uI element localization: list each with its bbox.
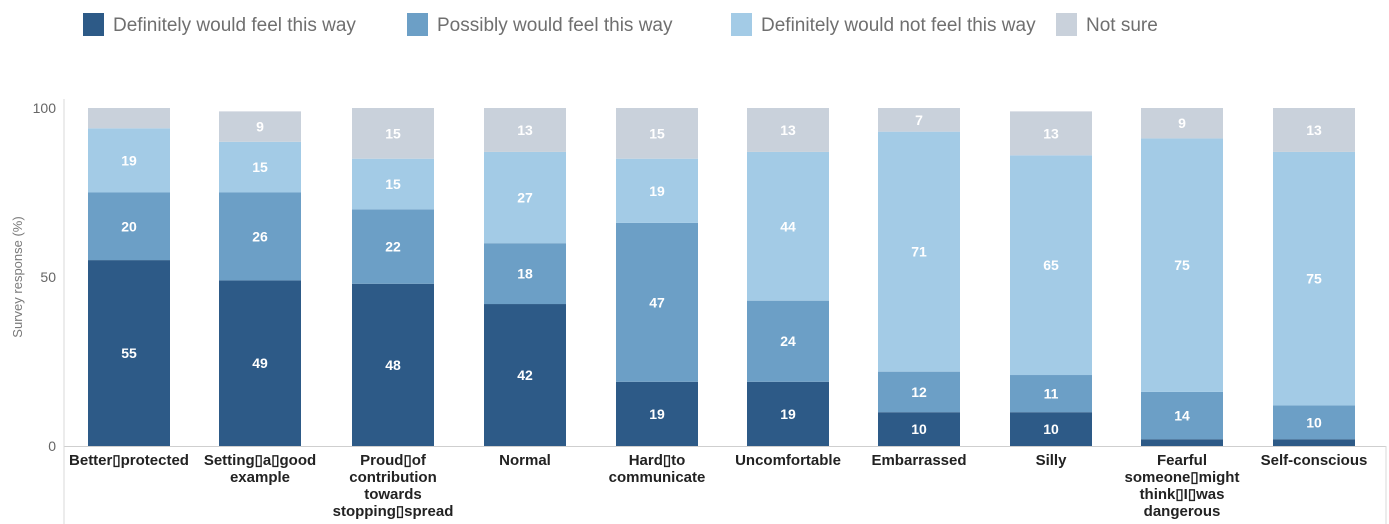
x-tick-label: Uncomfortable — [735, 452, 841, 469]
data-label: 48 — [385, 357, 401, 373]
data-label: 15 — [385, 176, 401, 192]
x-tick-label: Self-conscious — [1261, 452, 1368, 469]
x-tick-label-line: contribution — [349, 469, 436, 486]
data-label: 19 — [121, 152, 137, 168]
x-tick-label: Normal — [499, 452, 551, 469]
bar-group: 10 11 65 13 — [1010, 111, 1092, 446]
data-label: 19 — [780, 406, 796, 422]
data-label: 12 — [911, 384, 927, 400]
legend-label: Not sure — [1086, 15, 1158, 36]
bar-group: 19 47 19 15 — [616, 108, 698, 446]
x-tick-label: Hard▯to communicate — [609, 452, 706, 486]
x-tick-label-line: example — [230, 469, 290, 486]
x-tick-label-line: Silly — [1036, 452, 1068, 469]
data-label: 55 — [121, 345, 137, 361]
y-axis-label: Survey response (%) — [10, 216, 25, 337]
bar-group: 19 24 44 13 — [747, 108, 829, 446]
bar-group: 14 75 9 — [1141, 108, 1223, 446]
bar-segment — [1273, 439, 1355, 446]
data-label: 75 — [1174, 257, 1190, 273]
data-label: 13 — [1043, 125, 1059, 141]
legend: Definitely would feel this way Possibly w… — [83, 13, 1158, 36]
x-tick-label-line: Embarrassed — [871, 452, 966, 469]
data-label: 11 — [1044, 386, 1059, 402]
data-label: 10 — [1306, 414, 1322, 430]
y-axis: 0 50 100 Survey response (%) — [10, 99, 64, 454]
data-label: 15 — [385, 125, 401, 141]
x-tick-label: Setting▯a▯good example — [204, 452, 316, 486]
legend-label: Possibly would feel this way — [437, 15, 673, 36]
y-tick-label: 100 — [33, 100, 57, 116]
x-tick-label: Silly — [1036, 452, 1068, 469]
data-label: 49 — [252, 355, 268, 371]
x-tick-label-line: communicate — [609, 469, 706, 486]
data-label: 9 — [1178, 115, 1186, 131]
data-label: 10 — [1043, 421, 1059, 437]
data-label: 42 — [517, 367, 533, 383]
bars: 55 20 19 49 26 15 9 48 22 15 15 42 18 27 13 19 47 19 15 19 2… — [88, 108, 1355, 446]
bar-group: 42 18 27 13 — [484, 108, 566, 446]
legend-swatch — [731, 13, 752, 36]
data-label: 14 — [1174, 408, 1190, 424]
x-tick-label: Better▯protected — [69, 452, 189, 469]
x-tick-label-line: think▯I▯was — [1140, 486, 1225, 503]
x-tick-label-line: someone▯might — [1125, 469, 1240, 486]
data-label: 19 — [649, 183, 665, 199]
y-tick-label: 0 — [48, 438, 56, 454]
legend-label: Definitely would not feel this way — [761, 15, 1036, 36]
x-tick-label-line: Fearful — [1157, 452, 1207, 469]
legend-label: Definitely would feel this way — [113, 15, 356, 36]
data-label: 10 — [911, 421, 927, 437]
x-axis: Better▯protected Setting▯a▯good example Pro… — [64, 446, 1386, 524]
data-label: 13 — [1306, 122, 1322, 138]
data-label: 7 — [915, 112, 923, 128]
data-label: 27 — [517, 190, 533, 206]
data-label: 18 — [517, 266, 533, 282]
data-label: 19 — [649, 406, 665, 422]
data-label: 13 — [780, 122, 796, 138]
x-tick-label: Fearful someone▯might think▯I▯was dangerous — [1125, 452, 1240, 520]
data-label: 9 — [256, 119, 264, 135]
data-label: 15 — [649, 125, 665, 141]
data-label: 26 — [252, 228, 268, 244]
data-label: 13 — [517, 122, 533, 138]
x-tick-label-line: Normal — [499, 452, 551, 469]
x-tick-label-line: dangerous — [1144, 503, 1221, 520]
data-label: 20 — [121, 218, 137, 234]
legend-swatch — [1056, 13, 1077, 36]
data-label: 65 — [1043, 257, 1059, 273]
bar-group: 10 75 13 — [1273, 108, 1355, 446]
bar-segment — [88, 108, 170, 128]
x-tick-label-line: Setting▯a▯good — [204, 452, 316, 469]
data-label: 71 — [911, 244, 927, 260]
legend-swatch — [83, 13, 104, 36]
x-tick-label-line: Hard▯to — [629, 452, 686, 469]
data-label: 15 — [252, 159, 268, 175]
x-tick-label: Embarrassed — [871, 452, 966, 469]
bar-segment — [1141, 439, 1223, 446]
data-label: 22 — [385, 239, 401, 255]
legend-swatch — [407, 13, 428, 36]
bar-group: 10 12 71 7 — [878, 108, 960, 446]
bar-group: 49 26 15 9 — [219, 111, 301, 446]
x-tick-label-line: Better▯protected — [69, 452, 189, 469]
x-tick-label: Proud▯of contribution towards stopping▯spre… — [333, 452, 454, 520]
bar-group: 48 22 15 15 — [352, 108, 434, 446]
x-tick-label-line: Uncomfortable — [735, 452, 841, 469]
data-label: 75 — [1306, 271, 1322, 287]
data-label: 44 — [780, 218, 796, 234]
x-tick-label-line: towards — [364, 486, 422, 503]
bar-group: 55 20 19 — [88, 108, 170, 446]
x-tick-label-line: Self-conscious — [1261, 452, 1368, 469]
data-label: 47 — [649, 294, 665, 310]
data-label: 24 — [780, 333, 796, 349]
y-tick-label: 50 — [40, 269, 56, 285]
x-tick-label-line: stopping▯spread — [333, 503, 454, 520]
x-tick-label-line: Proud▯of — [360, 452, 427, 469]
